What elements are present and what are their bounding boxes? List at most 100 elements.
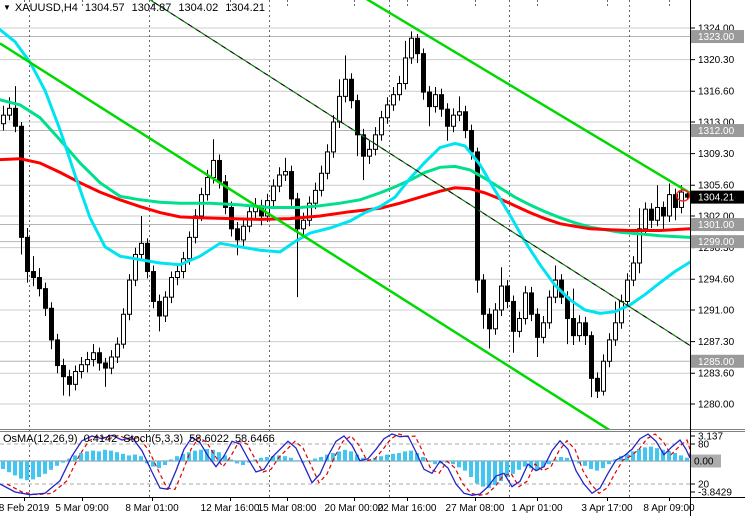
time-tick-label: 1 Apr 01:00 — [511, 503, 563, 514]
candle-body — [331, 121, 336, 153]
trendline-dashed-black — [149, 0, 690, 347]
stoch-signal-line — [6, 433, 690, 496]
main-price-pane[interactable] — [0, 0, 700, 440]
candle-body — [235, 228, 240, 241]
osma-bar — [331, 453, 335, 461]
candle-body — [85, 359, 90, 366]
candle-body — [223, 181, 228, 208]
time-axis[interactable]: 8 Feb 2019 5 Mar 09:00 8 Mar 01:00 12 Mar 1… — [0, 497, 745, 514]
osma-bar — [487, 461, 491, 489]
candle-body — [547, 296, 552, 324]
candle-body — [97, 352, 102, 364]
osma-bar — [499, 461, 503, 481]
price-level-badge-label: 1285.00 — [698, 357, 735, 368]
indicator-labels: OsMA(12,26,9) 0.4142 Stoch(5,3,3) 58.6022 58… — [3, 433, 281, 445]
osma-bar — [649, 446, 653, 461]
osma-bar — [589, 461, 593, 469]
candle-body — [319, 172, 324, 191]
osma-bar — [175, 456, 179, 461]
osma-bar — [457, 461, 461, 468]
ohlc-toggle-icon[interactable]: ▼ — [3, 3, 11, 12]
candle-body — [631, 262, 636, 281]
candle-body — [133, 253, 138, 281]
candle-body — [295, 198, 300, 230]
osma-bar — [79, 453, 83, 461]
candle-body — [625, 279, 630, 302]
osma-bar — [295, 460, 299, 462]
time-tick-label: 20 Mar 00:00 — [325, 503, 384, 514]
time-tick-label: 8 Apr 09:00 — [643, 503, 695, 514]
candle-body — [355, 100, 360, 136]
time-tick-label: 3 Apr 17:00 — [581, 503, 633, 514]
price-level-badge — [691, 235, 744, 249]
price-axis[interactable]: 1324.00 1320.30 1316.60 1313.00 1309.30 1305.… — [690, 0, 744, 516]
candle-body — [541, 322, 546, 338]
osma-bar — [397, 453, 401, 461]
osma-bar — [523, 461, 527, 467]
candle-body — [517, 318, 522, 332]
osma-bar — [517, 461, 521, 470]
osma-bar — [337, 451, 341, 461]
osma-bar — [379, 456, 383, 461]
indicator-tick-label: -3.8429 — [698, 488, 732, 499]
osma-bar — [241, 461, 245, 465]
osma-bar — [49, 461, 53, 470]
price-level-badge-label: 1323.00 — [698, 32, 735, 43]
osma-bar — [481, 461, 485, 487]
osma-bar — [415, 453, 419, 461]
osma-bar — [103, 449, 107, 461]
candle-body — [205, 177, 210, 196]
osma-bar — [265, 457, 269, 461]
candle-body — [583, 322, 588, 337]
candle-body — [415, 37, 420, 55]
price-tick-label: 1294.60 — [698, 275, 735, 286]
indicator-pane[interactable] — [0, 433, 690, 496]
candle-body — [391, 94, 396, 106]
price-tick-label: 1316.60 — [698, 87, 735, 98]
candle-body — [301, 219, 306, 230]
osma-bar — [235, 461, 239, 464]
chart-title: ▼ XAUUSD,H4 1304.57 1304.87 1304.02 1304.21 — [3, 2, 265, 14]
osma-bar — [409, 450, 413, 461]
osma-bar — [355, 454, 359, 461]
candle-body — [595, 377, 600, 392]
price-tick-label: 1324.00 — [698, 24, 735, 35]
candle-body — [55, 339, 60, 367]
osma-bar — [211, 449, 215, 461]
time-tick-label: 22 Mar 16:00 — [378, 503, 437, 514]
osma-zero-badge-label: 0.00 — [694, 457, 714, 468]
osma-bar — [289, 457, 293, 461]
price-level-badge — [691, 124, 744, 138]
candle-body — [79, 364, 84, 373]
candle-body — [475, 151, 480, 281]
osma-bar — [97, 451, 101, 461]
osma-bar — [61, 461, 65, 463]
candle-body — [1, 114, 6, 125]
candle-body — [607, 339, 612, 362]
candle-body — [451, 114, 456, 127]
close-value: 1304.21 — [225, 2, 265, 14]
candle-body — [115, 343, 120, 358]
candle-body — [25, 236, 30, 273]
stoch-label: Stoch(5,3,3) — [123, 433, 184, 445]
osma-bar — [349, 451, 353, 461]
osma-bar — [91, 450, 95, 461]
osma-bar — [67, 458, 71, 461]
osma-bar — [19, 461, 23, 479]
candle-body — [349, 78, 354, 102]
candle-body — [403, 57, 408, 85]
osma-bar — [271, 456, 275, 461]
osma-bar — [181, 453, 185, 461]
osma-bar — [403, 451, 407, 461]
candle-body — [367, 148, 372, 157]
osma-bar — [391, 453, 395, 461]
stoch-value-main: 58.6022 — [189, 433, 229, 445]
candle-body — [481, 279, 486, 315]
osma-bar — [43, 461, 47, 474]
osma-bar — [115, 452, 119, 461]
candle-body — [577, 322, 582, 337]
symbol-period-label: XAUUSD,H4 — [14, 2, 78, 14]
candle-body — [49, 307, 54, 341]
